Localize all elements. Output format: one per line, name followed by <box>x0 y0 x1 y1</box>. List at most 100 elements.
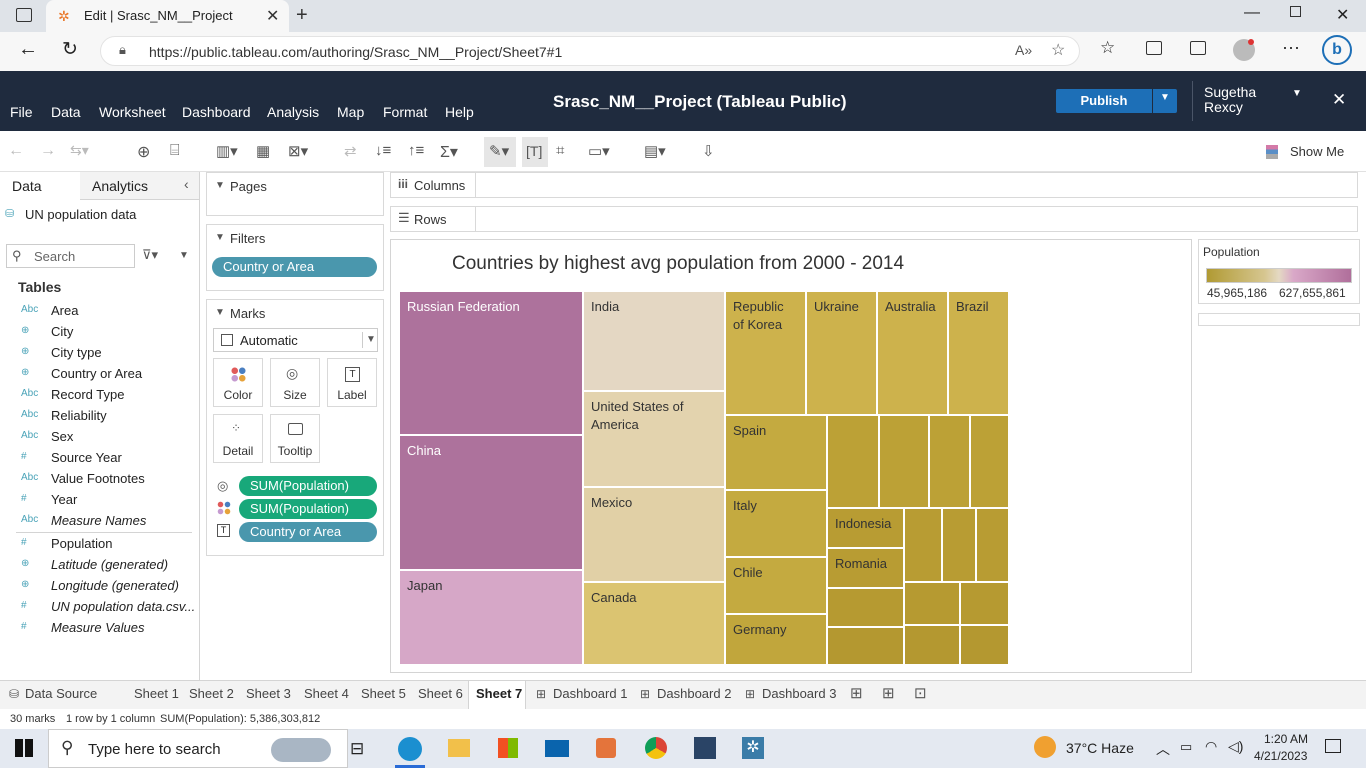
windows-start-icon[interactable] <box>15 739 33 757</box>
sort-descending-icon[interactable]: ↑≡ <box>408 142 425 159</box>
tableau-app-icon[interactable]: ✲ <box>742 737 764 759</box>
field-city-type[interactable]: ⊕ City type <box>0 343 198 364</box>
field-city[interactable]: ⊕ City <box>0 322 198 343</box>
treemap-cell[interactable] <box>904 625 960 665</box>
treemap-cell-ukraine[interactable]: Ukraine <box>806 291 877 415</box>
bing-icon[interactable]: b <box>1322 35 1352 65</box>
publish-button[interactable]: Publish <box>1056 89 1152 113</box>
url-field[interactable]: 🔒︎ https://public.tableau.com/authoring/… <box>100 36 1080 66</box>
read-aloud-icon[interactable]: A» <box>1015 42 1033 58</box>
collapse-icon[interactable]: ▼ <box>215 307 225 318</box>
window-close-icon[interactable]: ✕ <box>1336 7 1350 24</box>
label-button[interactable]: T Label <box>327 358 377 407</box>
datasource-name[interactable]: UN population data <box>25 207 137 222</box>
restore-icon[interactable] <box>1290 6 1301 17</box>
field-un-population-data-csv-[interactable]: # UN population data.csv... <box>0 597 198 618</box>
treemap-cell-italy[interactable]: Italy <box>725 490 827 557</box>
field-measure-values[interactable]: # Measure Values <box>0 618 198 639</box>
media-icon[interactable] <box>596 738 616 758</box>
marks-pill-label[interactable]: Country or Area <box>239 522 377 542</box>
tab-actions-icon[interactable] <box>16 8 32 22</box>
treemap-cell-republic-of-korea[interactable]: Republic of Korea <box>725 291 806 415</box>
menu-help[interactable]: Help <box>445 104 474 120</box>
battery-icon[interactable]: ▭ <box>1180 739 1193 754</box>
tab-sheet-1[interactable]: Sheet 1 <box>134 686 179 701</box>
menu-map[interactable]: Map <box>337 104 365 120</box>
presentation-icon[interactable]: ▤▾ <box>644 143 666 160</box>
field-source-year[interactable]: # Source Year <box>0 448 198 469</box>
show-me-button[interactable]: Show Me <box>1290 144 1345 159</box>
treemap-cell[interactable] <box>970 415 1009 508</box>
columns-shelf[interactable]: iii Columns <box>390 172 1358 198</box>
pages-card[interactable]: ▼ Pages <box>206 172 384 216</box>
tab-analytics[interactable]: Analytics ‹ <box>80 172 199 200</box>
menu-analysis[interactable]: Analysis <box>267 104 320 120</box>
field-population[interactable]: # Population <box>0 534 198 555</box>
treemap-cell-chile[interactable]: Chile <box>725 557 827 614</box>
fit-icon[interactable]: ▭▾ <box>588 143 610 160</box>
treemap-cell-romania[interactable]: Romania <box>827 548 904 588</box>
back-icon[interactable]: ← <box>18 38 38 60</box>
treemap-cell-japan[interactable]: Japan <box>399 570 583 665</box>
treemap-cell[interactable] <box>942 508 976 582</box>
mail-icon[interactable] <box>545 740 569 757</box>
tooltip-button[interactable]: Tooltip <box>270 414 320 463</box>
treemap-cell-china[interactable]: China <box>399 435 583 570</box>
menu-data[interactable]: Data <box>51 104 81 120</box>
chrome-icon[interactable] <box>645 737 667 759</box>
user-menu[interactable]: Sugetha Rexcy <box>1204 85 1256 115</box>
collapse-pane-icon[interactable]: ‹ <box>184 176 189 192</box>
treemap-cell[interactable] <box>879 415 929 508</box>
field-year[interactable]: # Year <box>0 490 198 511</box>
close-tab-icon[interactable]: ✕ <box>266 8 280 25</box>
tab-sheet-7-active[interactable]: Sheet 7 <box>468 681 526 709</box>
app-icon[interactable] <box>694 737 716 759</box>
wifi-icon[interactable]: ◠ <box>1205 738 1218 754</box>
task-view-icon[interactable]: ⊟ <box>350 739 365 758</box>
menu-file[interactable]: File <box>10 104 33 120</box>
tab-sheet-5[interactable]: Sheet 5 <box>361 686 406 701</box>
new-worksheet-icon[interactable]: ▥▾ <box>216 143 238 160</box>
favorites-icon[interactable]: ☆ <box>1100 38 1116 57</box>
collapse-icon[interactable]: ▼ <box>215 180 225 191</box>
store-icon[interactable] <box>498 738 518 758</box>
field-country-or-area[interactable]: ⊕ Country or Area <box>0 364 198 385</box>
treemap-cell[interactable] <box>960 582 1009 625</box>
tab-sheet-6[interactable]: Sheet 6 <box>418 686 463 701</box>
menu-dashboard[interactable]: Dashboard <box>182 104 251 120</box>
treemap-cell[interactable] <box>960 625 1009 665</box>
tab-dashboard-1[interactable]: Dashboard 1 <box>553 686 628 701</box>
treemap-cell-spain[interactable]: Spain <box>725 415 827 490</box>
rows-shelf[interactable]: ☰ Rows <box>390 206 1358 232</box>
search-input[interactable]: ⚲ Search <box>6 244 135 268</box>
clear-sheet-icon[interactable]: ⊠▾ <box>288 143 309 160</box>
tab-data-source[interactable]: Data Source <box>25 686 98 701</box>
file-explorer-icon[interactable] <box>448 739 470 757</box>
treemap-cell-brazil[interactable]: Brazil <box>948 291 1009 415</box>
notification-icon[interactable] <box>1325 739 1341 753</box>
tab-dashboard-3[interactable]: Dashboard 3 <box>762 686 837 701</box>
field-sex[interactable]: Abc Sex <box>0 427 198 448</box>
field-record-type[interactable]: Abc Record Type <box>0 385 198 406</box>
collapse-icon[interactable]: ▼ <box>215 232 225 243</box>
treemap-cell-india[interactable]: India <box>583 291 725 391</box>
tray-chevron-icon[interactable]: ︿ <box>1156 741 1170 757</box>
clock-time[interactable]: 1:20 AM <box>1263 732 1308 746</box>
filter-pill-country[interactable]: Country or Area <box>212 257 377 277</box>
new-datasource-icon[interactable]: ⊕ <box>137 144 151 161</box>
treemap-cell-germany[interactable]: Germany <box>725 614 827 665</box>
size-button[interactable]: ◎ Size <box>270 358 320 407</box>
detail-button[interactable]: ⁘ Detail <box>213 414 263 463</box>
field-area[interactable]: Abc Area <box>0 301 198 322</box>
format-icon[interactable]: ⌗ <box>556 142 565 159</box>
extensions-icon[interactable] <box>1190 41 1206 55</box>
field-value-footnotes[interactable]: Abc Value Footnotes <box>0 469 198 490</box>
new-worksheet-tab-icon[interactable]: ⊞ <box>850 685 863 702</box>
field-longitude-generated-[interactable]: ⊕ Longitude (generated) <box>0 576 198 597</box>
sort-ascending-icon[interactable]: ↓≡ <box>375 142 392 159</box>
download-icon[interactable]: ⇩ <box>702 143 715 160</box>
new-story-tab-icon[interactable]: ⊡ <box>914 685 927 702</box>
tab-data[interactable]: Data <box>0 172 80 200</box>
browser-tab[interactable]: ✲ Edit | Srasc_NM__Project ✕ <box>46 0 289 32</box>
treemap-cell-australia[interactable]: Australia <box>877 291 948 415</box>
